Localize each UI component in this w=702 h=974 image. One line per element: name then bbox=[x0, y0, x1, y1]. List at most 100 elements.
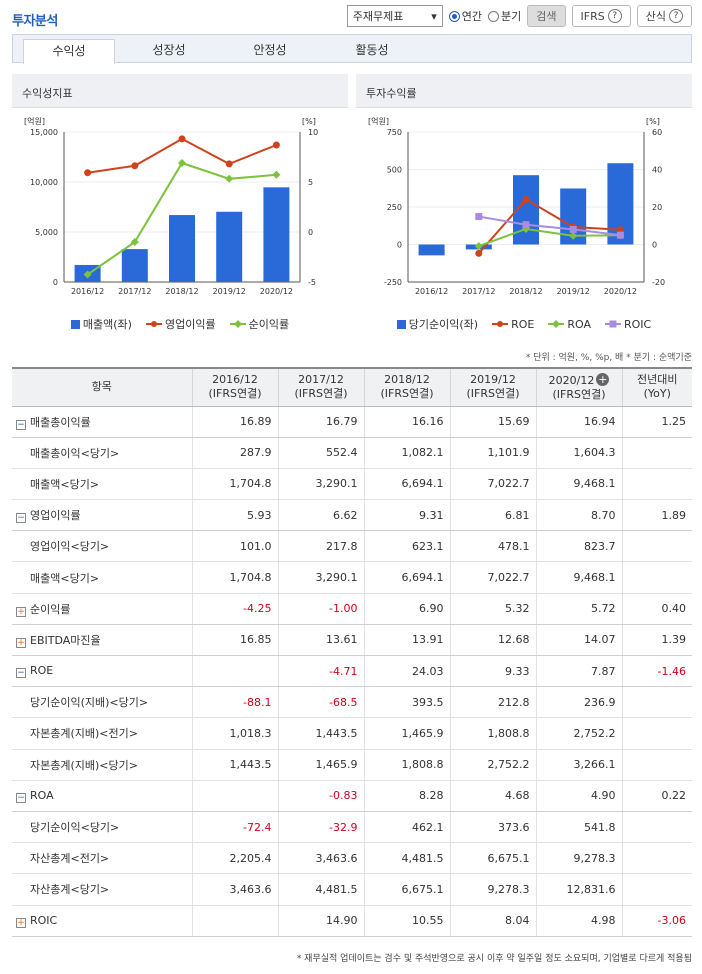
statement-select[interactable]: 주재무제표 ▾ bbox=[346, 5, 443, 27]
data-point bbox=[475, 249, 483, 257]
table-cell: 1,018.3 bbox=[192, 717, 279, 750]
profitability-chart-panel: 수익성지표 [억원] [%] 15,000 10 10,000 5 5,000 0 0 -5 201… bbox=[12, 74, 348, 336]
table-cell: 7.87 bbox=[536, 655, 623, 688]
row-label: 당기순이익<당기> bbox=[12, 811, 193, 844]
table-cell: -68.5 bbox=[278, 686, 365, 719]
collapse-icon[interactable]: − bbox=[16, 792, 26, 803]
table-cell bbox=[622, 561, 692, 594]
table-row: + ROIC 14.90 10.55 8.04 4.98 -3.06 bbox=[12, 905, 692, 937]
y-tick-label-right: 0 bbox=[652, 241, 657, 250]
search-button[interactable]: 검색 bbox=[527, 5, 566, 27]
table-row: + EBITDA마진율 16.85 13.61 13.91 12.68 14.07 1.39 bbox=[12, 624, 692, 657]
data-point bbox=[522, 195, 530, 203]
legend-item[interactable]: ROE bbox=[492, 316, 534, 332]
legend-label: 순이익률 bbox=[248, 318, 290, 331]
table-cell: 7,022.7 bbox=[450, 561, 537, 594]
column-header: 전년대비 (YoY) bbox=[622, 367, 692, 407]
question-icon: ? bbox=[607, 9, 622, 23]
row-label-text: 자산총계<전기> bbox=[30, 852, 110, 866]
table-row: − ROA -0.83 8.28 4.68 4.90 0.22 bbox=[12, 780, 692, 812]
table-cell: 1.89 bbox=[622, 499, 692, 532]
table-cell: 1,704.8 bbox=[192, 561, 279, 594]
table-cell: 8.70 bbox=[536, 499, 623, 532]
add-column-icon[interactable]: + bbox=[596, 372, 610, 386]
investment-return-chart-panel: 투자수익률 [억원] [%] 750 60 500 40 250 20 0 0 -250 -20 201… bbox=[356, 74, 692, 336]
table-cell bbox=[622, 811, 692, 844]
row-label-text: ROE bbox=[30, 664, 54, 678]
x-tick-label: 2017/12 bbox=[118, 287, 151, 296]
table-cell: -4.25 bbox=[192, 593, 279, 625]
expand-icon[interactable]: + bbox=[16, 606, 26, 617]
profitability-table: 항목 2016/12 (IFRS연결) 2017/12 (IFRS연결) 2018/12(… bbox=[12, 367, 692, 937]
table-cell: 1.25 bbox=[622, 406, 692, 438]
table-cell: 15.69 bbox=[450, 406, 537, 438]
column-header-sublabel: (IFRS연결) bbox=[466, 387, 520, 401]
line-legend-icon bbox=[145, 321, 162, 327]
table-cell: 236.9 bbox=[536, 686, 623, 719]
table-row: 매출액<당기> 1,704.8 3,290.1 6,694.1 7,022.7 9,468… bbox=[12, 468, 692, 501]
radio-checked-icon bbox=[448, 10, 460, 22]
table-cell: 1,808.8 bbox=[364, 749, 451, 781]
table-row: 당기순이익(지배)<당기> -88.1 -68.5 393.5 212.8 236.9 bbox=[12, 686, 692, 719]
collapse-icon[interactable]: − bbox=[16, 513, 26, 524]
collapse-icon[interactable]: − bbox=[16, 668, 26, 679]
controls: 주재무제표 ▾ 연간 분기 검색 IFRS ? 산식 ? bbox=[346, 5, 692, 27]
legend-label: 매출액(좌) bbox=[82, 318, 132, 331]
data-point bbox=[569, 225, 577, 233]
y-axis-right-title: [%] bbox=[302, 117, 316, 126]
data-point bbox=[225, 174, 234, 183]
top-bar: 투자분석 주재무제표 ▾ 연간 분기 검색 IFRS ? 산식 ? bbox=[0, 0, 702, 34]
x-tick-label: 2020/12 bbox=[604, 287, 637, 296]
radio-quarter[interactable]: 분기 bbox=[488, 8, 521, 24]
tab-stability[interactable]: 안정성 bbox=[253, 43, 287, 57]
table-cell: 13.91 bbox=[364, 624, 451, 657]
x-tick-label: 2019/12 bbox=[213, 287, 246, 296]
column-header: 2019/12 (IFRS연결) bbox=[450, 367, 537, 407]
table-cell: 14.90 bbox=[278, 905, 365, 937]
collapse-icon[interactable]: − bbox=[16, 419, 26, 430]
table-cell: 3,266.1 bbox=[536, 749, 623, 781]
legend-item[interactable]: ROA bbox=[548, 316, 591, 332]
table-cell: 6,694.1 bbox=[364, 468, 451, 501]
expand-icon[interactable]: + bbox=[16, 917, 26, 928]
table-cell: 9,278.3 bbox=[450, 873, 537, 906]
table-cell: 1,465.9 bbox=[364, 717, 451, 750]
tab-profitability[interactable]: 수익성 bbox=[23, 39, 115, 64]
tab-activity[interactable]: 활동성 bbox=[355, 43, 389, 57]
legend-item[interactable]: 순이익률 bbox=[229, 316, 290, 332]
row-label: 자산총계<당기> bbox=[12, 873, 193, 906]
chart-title: 수익성지표 bbox=[12, 74, 348, 108]
table-row: 자산총계<당기> 3,463.6 4,481.5 6,675.1 9,278.3 12,8… bbox=[12, 873, 692, 906]
legend-item[interactable]: 매출액(좌) bbox=[70, 316, 132, 332]
radio-annual[interactable]: 연간 bbox=[448, 8, 482, 24]
table-cell: 0.40 bbox=[622, 593, 692, 625]
row-label: − ROE bbox=[12, 655, 193, 688]
x-tick-label: 2018/12 bbox=[165, 287, 198, 296]
question-icon: ? bbox=[669, 9, 683, 23]
x-tick-label: 2016/12 bbox=[415, 287, 448, 296]
x-tick-label: 2016/12 bbox=[71, 287, 104, 296]
row-label: 당기순이익(지배)<당기> bbox=[12, 686, 193, 719]
row-label: − 매출총이익률 bbox=[12, 406, 193, 438]
table-cell: 10.55 bbox=[364, 905, 451, 937]
bar bbox=[418, 244, 445, 256]
table-cell: -4.71 bbox=[278, 655, 365, 688]
ifrs-help-button[interactable]: IFRS ? bbox=[571, 5, 631, 27]
radio-unchecked-icon bbox=[488, 10, 500, 22]
table-cell: 4,481.5 bbox=[278, 873, 365, 906]
legend-item[interactable]: 영업이익률 bbox=[145, 316, 216, 332]
bar bbox=[169, 215, 195, 282]
table-cell bbox=[622, 468, 692, 501]
table-cell: 16.94 bbox=[536, 406, 623, 438]
table-cell: 5.93 bbox=[192, 499, 279, 532]
legend-item[interactable]: ROIC bbox=[604, 316, 651, 332]
tab-growth[interactable]: 성장성 bbox=[152, 43, 186, 57]
table-cell: 1.39 bbox=[622, 624, 692, 657]
table-cell: 6,694.1 bbox=[364, 561, 451, 594]
column-header-sublabel: (IFRS연결) bbox=[552, 387, 606, 401]
legend-label: 영업이익률 bbox=[164, 318, 216, 331]
formula-help-button[interactable]: 산식 ? bbox=[636, 5, 692, 27]
y-tick-label-left: 10,000 bbox=[30, 178, 58, 187]
legend-item[interactable]: 당기순이익(좌) bbox=[396, 316, 478, 332]
expand-icon[interactable]: + bbox=[16, 637, 26, 648]
